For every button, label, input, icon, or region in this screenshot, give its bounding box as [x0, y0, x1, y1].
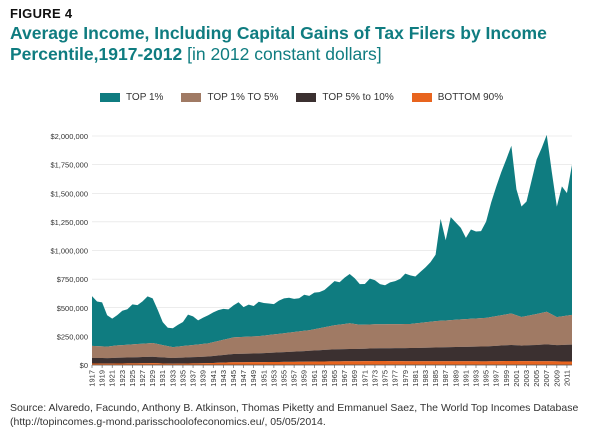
area-bottom-90: [92, 360, 572, 365]
x-tick-label: 1979: [401, 370, 410, 387]
x-tick-label: 1939: [199, 370, 208, 387]
x-tick-label: 1921: [108, 370, 117, 387]
x-tick-label: 1977: [391, 370, 400, 387]
x-tick-label: 1967: [340, 370, 349, 387]
x-tick-label: 2005: [532, 370, 541, 387]
x-tick-label: 1969: [350, 370, 359, 387]
x-tick-label: 1929: [148, 370, 157, 387]
x-tick-label: 1937: [189, 370, 198, 387]
x-tick-label: 1927: [138, 370, 147, 387]
x-tick-label: 1947: [239, 370, 248, 387]
x-tick-label: 1945: [229, 370, 238, 387]
x-tick-label: 1981: [411, 370, 420, 387]
source-note: Source: Alvaredo, Facundo, Anthony B. At…: [10, 402, 579, 428]
x-tick-label: 1949: [249, 370, 258, 387]
x-tick-label: 1973: [370, 370, 379, 387]
legend-item: TOP 1%: [100, 92, 163, 103]
area-top-5-to-10: [92, 344, 572, 364]
x-tick-label: 1951: [259, 370, 268, 387]
figure-label: FIGURE 4: [10, 6, 73, 21]
x-tick-label: 1919: [98, 370, 107, 387]
legend-swatch: [296, 93, 317, 102]
x-tick-label: 1975: [381, 370, 390, 387]
chart-legend: TOP 1% TOP 1% TO 5% TOP 5% to 10% BOTTOM 90…: [100, 92, 521, 103]
x-tick-label: 1917: [88, 370, 97, 387]
x-tick-label: 1987: [441, 370, 450, 387]
x-tick-label: 2001: [512, 370, 521, 387]
legend-swatch: [100, 93, 120, 102]
x-tick-label: 1933: [168, 370, 177, 387]
x-tick-label: 1959: [300, 370, 309, 387]
x-tick-label: 1931: [158, 370, 167, 387]
y-tick-label: $750,000: [57, 275, 88, 284]
x-tick-label: 1993: [472, 370, 481, 387]
x-tick-label: 1935: [178, 370, 187, 387]
x-tick-label: 1943: [219, 370, 228, 387]
y-tick-label: $1,500,000: [50, 189, 88, 198]
x-tick-label: 1925: [128, 370, 137, 387]
x-tick-label: 1957: [290, 370, 299, 387]
x-tick-label: 1965: [330, 370, 339, 387]
x-tick-label: 2003: [522, 370, 531, 387]
y-tick-label: $2,000,000: [50, 132, 88, 141]
chart-title: Average Income, Including Capital Gains …: [10, 23, 595, 65]
y-tick-label: $1,750,000: [50, 161, 88, 170]
x-tick-label: 1983: [421, 370, 430, 387]
legend-swatch: [181, 93, 202, 102]
legend-item: TOP 1% TO 5%: [181, 92, 278, 103]
x-tick-label: 1997: [492, 370, 501, 387]
x-tick-label: 1999: [502, 370, 511, 387]
x-tick-label: 1923: [118, 370, 127, 387]
legend-label: TOP 1%: [126, 92, 164, 103]
area-top-1: [92, 134, 572, 348]
legend-swatch: [411, 93, 432, 102]
legend-item: BOTTOM 90%: [411, 92, 504, 103]
x-tick-label: 1963: [320, 370, 329, 387]
y-tick-label: $1,250,000: [50, 218, 88, 227]
y-tick-label: $500,000: [57, 304, 88, 313]
legend-label: TOP 5% to 10%: [322, 92, 394, 103]
legend-label: TOP 1% TO 5%: [207, 92, 279, 103]
x-tick-label: 2007: [542, 370, 551, 387]
legend-item: TOP 5% to 10%: [296, 92, 394, 103]
legend-label: BOTTOM 90%: [437, 92, 504, 103]
area-top-1-to-5: [92, 311, 572, 359]
x-tick-label: 1985: [431, 370, 440, 387]
y-tick-label: $0: [80, 361, 88, 370]
stacked-area-chart: $0 $250,000 $500,000 $750,000 $1,000,000 $1,2…: [50, 132, 572, 387]
x-tick-label: 1991: [461, 370, 470, 387]
chart-title-main: Average Income, Including Capital Gains …: [10, 23, 547, 64]
chart-title-sub: [in 2012 constant dollars]: [187, 44, 382, 64]
y-tick-label: $1,000,000: [50, 247, 88, 256]
x-tick-label: 2011: [562, 370, 571, 386]
x-tick-label: 1971: [360, 370, 369, 387]
x-tick-label: 1955: [280, 370, 289, 387]
x-tick-label: 1953: [269, 370, 278, 387]
x-tick-label: 1941: [209, 370, 218, 387]
x-tick-label: 1961: [310, 370, 319, 387]
y-tick-label: $250,000: [57, 332, 88, 341]
x-tick-label: 1995: [482, 370, 491, 387]
x-tick-label: 2009: [552, 370, 561, 387]
x-tick-label: 1989: [451, 370, 460, 387]
